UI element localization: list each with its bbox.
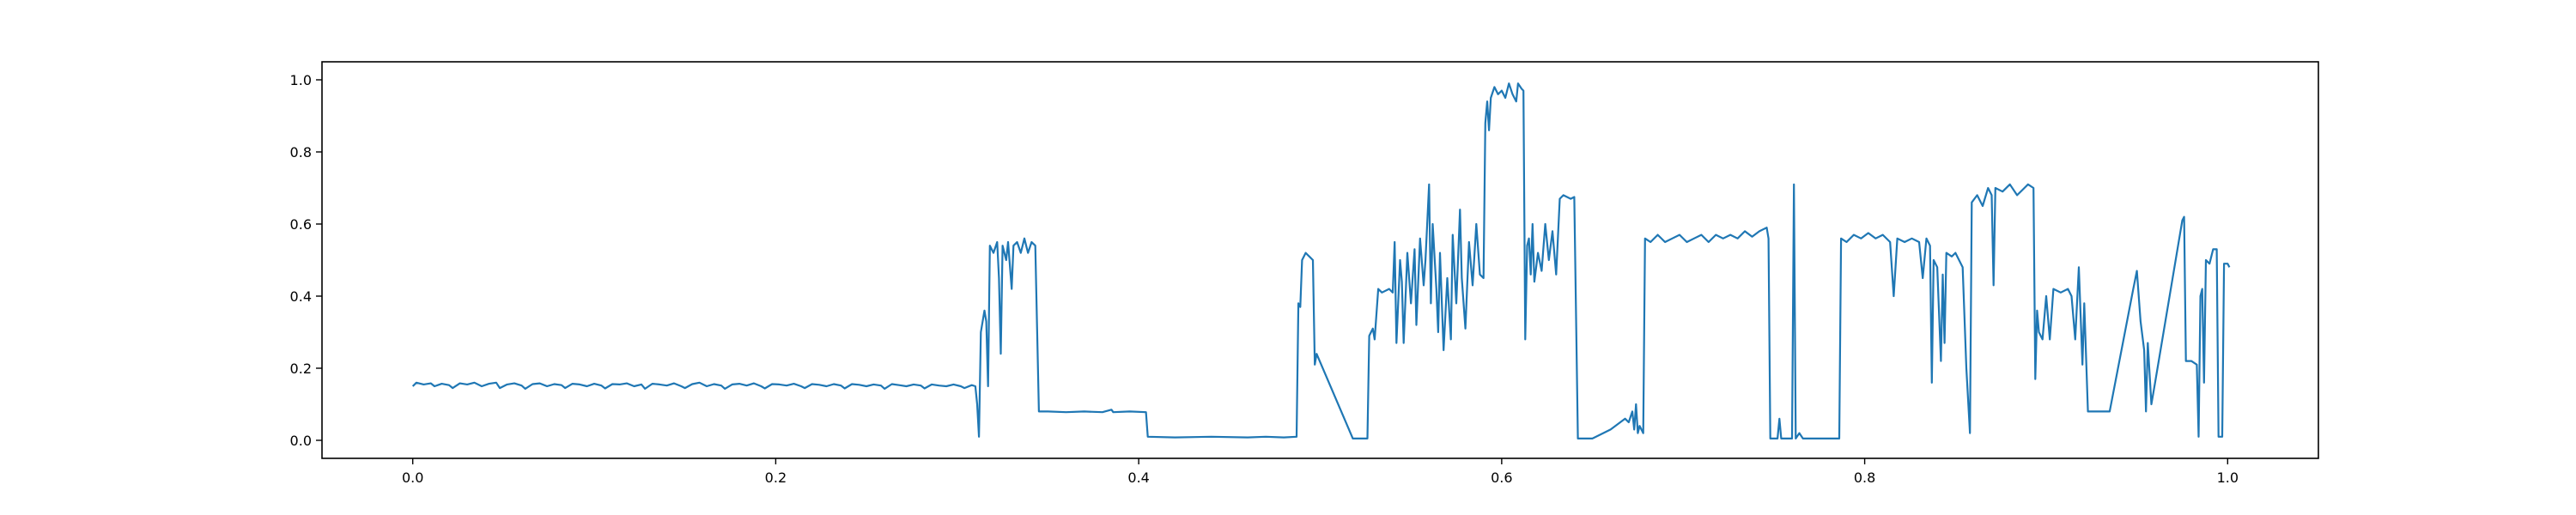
x-tick-label: 0.8 (1854, 470, 1875, 486)
x-tick-label: 1.0 (2217, 470, 2239, 486)
x-tick-label: 0.2 (765, 470, 787, 486)
y-tick-label: 1.0 (290, 72, 312, 88)
y-tick-label: 0.6 (290, 216, 312, 233)
y-tick-label: 0.4 (290, 288, 312, 305)
x-tick-label: 0.6 (1491, 470, 1512, 486)
y-tick-label: 0.8 (290, 144, 312, 161)
plot-area (411, 82, 2231, 439)
y-tick-label: 0.2 (290, 360, 312, 377)
x-tick-label: 0.0 (402, 470, 423, 486)
series-line-0 (411, 82, 2231, 439)
axis-ticks: 0.0 0.2 0.4 0.6 0.8 1.0 0.0 0.2 0.4 0.6 0.8 1.0 (290, 72, 2239, 486)
plot-frame (321, 61, 2319, 459)
x-tick-label: 0.4 (1127, 470, 1149, 486)
y-tick-label: 0.0 (290, 433, 312, 449)
